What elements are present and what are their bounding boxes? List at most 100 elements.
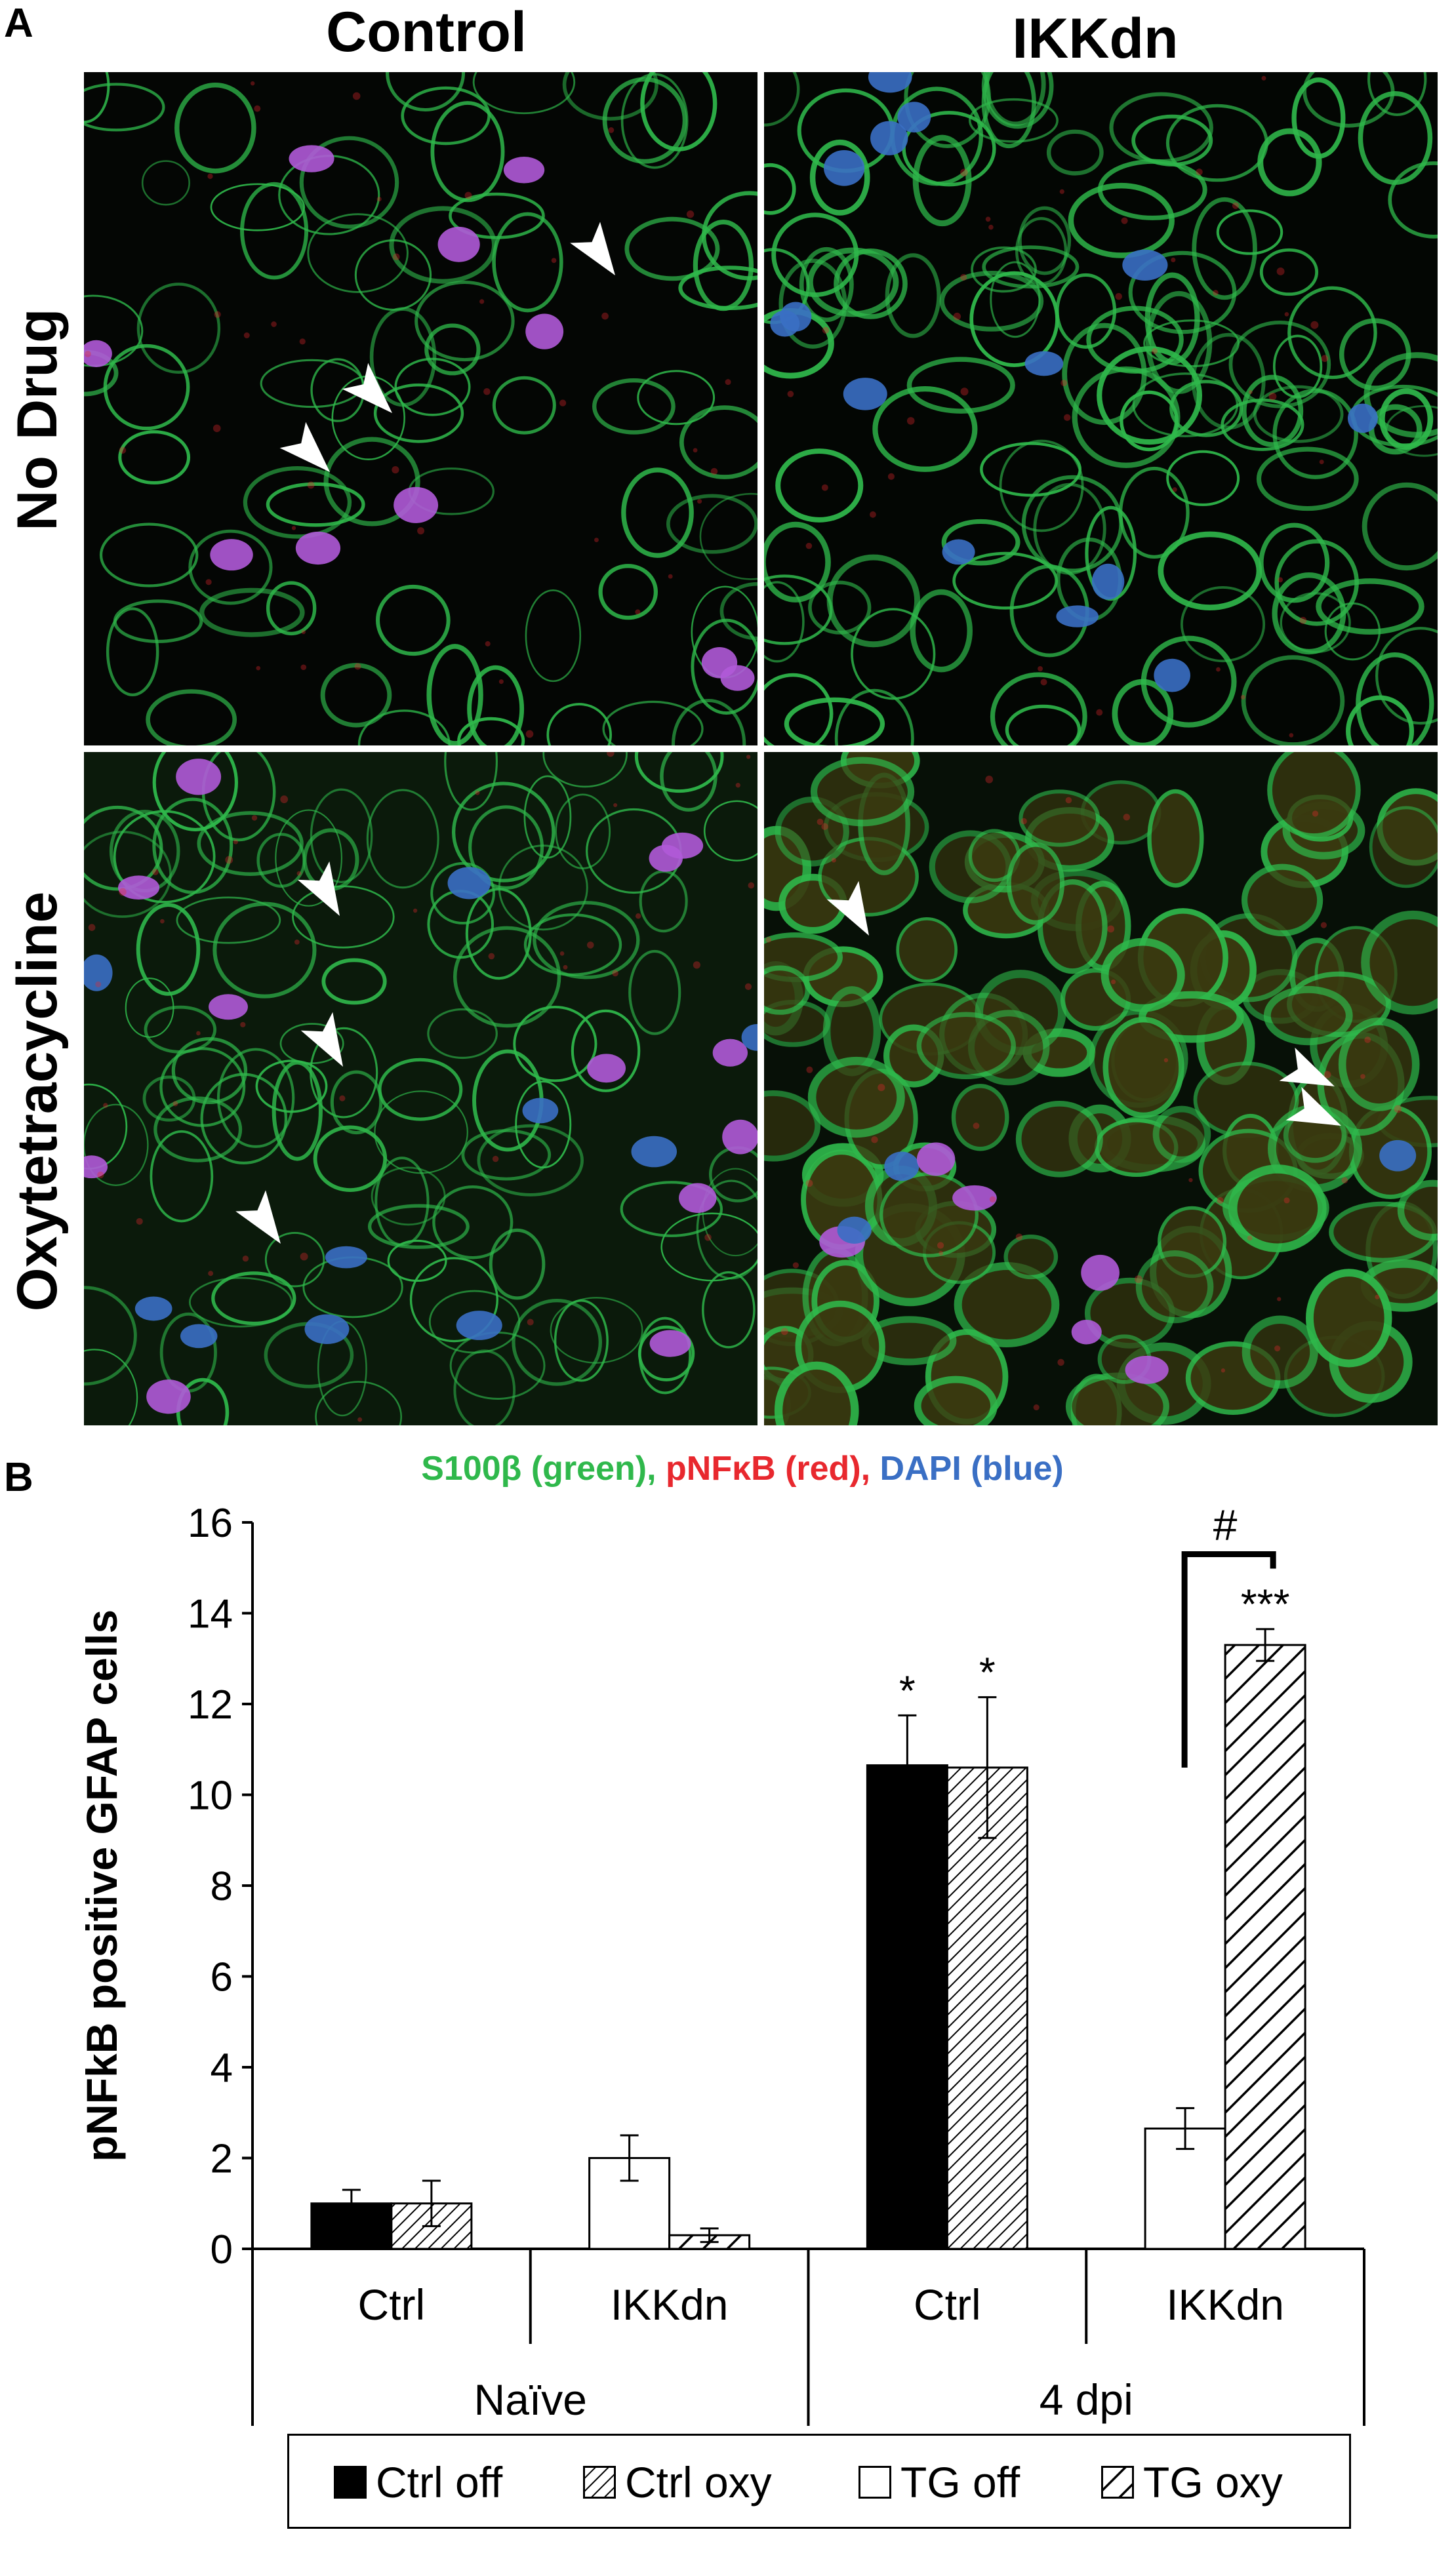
arrowhead-marker [1279,1047,1335,1086]
significance-marker: * [979,1649,996,1696]
nucleus [916,1142,956,1176]
nucleus [870,121,908,155]
tissue-texture [84,72,757,745]
group-label: Naïve [474,2375,587,2424]
nucleus [649,1330,691,1357]
y-axis-label: pNFkB positive GFAP cells [77,1610,126,2162]
legend-label-ctrl-off: Ctrl off [376,2458,503,2507]
legend-label-tg-off: TG off [900,2458,1020,2507]
legend-swatch-ctrl-oxy [583,2466,616,2499]
y-tick-label: 16 [188,1501,233,1546]
micrograph-ikkdn-oxytetracycline [764,752,1438,1425]
nucleus [741,1023,757,1051]
nucleus [1154,658,1190,692]
nucleus [1024,351,1064,376]
nucleus [209,994,248,1020]
arrowhead-marker [297,861,340,916]
nucleus [84,340,112,368]
micrograph-ikkdn-no-drug [764,72,1438,745]
significance-marker: * [899,1667,916,1714]
nucleus [868,72,912,93]
nucleus [1071,1319,1102,1345]
arrowhead-marker [570,222,615,275]
legend-item-ctrl-off: Ctrl off [334,2458,503,2507]
nucleus [1091,563,1125,600]
nucleus [117,875,160,900]
nucleus [1056,605,1099,627]
legend-swatch-ctrl-off [334,2466,367,2499]
nucleus [952,1185,997,1211]
nucleus [631,1136,677,1168]
legend-swatch-tg-off [858,2466,891,2499]
legend-item-tg-oxy: TG oxy [1101,2458,1283,2507]
nucleus [843,378,887,410]
micrograph-control-oxytetracycline [84,752,757,1425]
y-tick-label: 4 [211,2046,233,2091]
arrowhead-marker [342,363,392,413]
nucleus [1379,1139,1417,1172]
legend-label-tg-oxy: TG oxy [1143,2458,1283,2507]
bar [866,1764,948,2250]
column-title-ikkdn: IKKdn [1012,7,1179,70]
row-title-oxytetracycline: Oxytetracycline [6,891,69,1312]
nucleus [884,1151,919,1181]
nucleus [942,539,975,565]
nucleus [1125,1355,1169,1384]
tissue-texture [764,752,1438,1425]
tissue-texture [84,752,757,1425]
micrograph-control-no-drug [84,72,757,745]
y-tick-label: 0 [211,2227,233,2272]
arrowhead-marker [279,422,330,472]
stain-dapi-label: DAPI (blue) [879,1450,1064,1488]
nucleus [289,145,334,172]
nucleus [722,1119,757,1155]
arrowhead-marker [235,1190,281,1244]
tissue-texture [764,72,1438,745]
legend-swatch-tg-oxy [1101,2466,1134,2499]
y-tick-label: 10 [188,1773,233,1819]
arrowhead-marker [300,1012,343,1067]
arrowhead-marker [826,881,869,936]
comparison-bracket [1181,1551,1276,1768]
legend-item-tg-off: TG off [858,2458,1020,2507]
nucleus [295,531,341,565]
comparison-marker: # [1213,1500,1238,1549]
nucleus [712,1039,748,1067]
subgroup-label: Ctrl [914,2280,981,2329]
legend-item-ctrl-oxy: Ctrl oxy [583,2458,772,2507]
nucleus [1122,249,1168,281]
nucleus [1347,403,1378,433]
nucleus [522,1098,559,1124]
bar-chart: pNFkB positive GFAP cells 0 2 4 6 8 10 12 14 16 Na… [77,1500,1365,2426]
nucleus [84,954,113,991]
nucleus [437,226,480,262]
legend-label-ctrl-oxy: Ctrl oxy [625,2458,772,2507]
nucleus [503,157,545,184]
subgroup-label: IKKdn [611,2280,729,2329]
nucleus [176,759,222,795]
bar [946,1766,1028,2250]
stain-pnfkb-label: pNFκB (red), [666,1450,871,1488]
y-tick-label: 2 [211,2137,233,2182]
panel-b-letter: B [4,1455,33,1500]
panel-a-letter: A [4,1,33,46]
arrowhead-marker [1285,1086,1341,1126]
stain-s100b-label: S100β (green), [421,1450,656,1488]
nucleus [824,149,865,186]
subgroup-label: IKKdn [1166,2280,1284,2329]
nucleus [770,310,800,337]
y-tick-label: 12 [188,1682,233,1728]
nucleus [394,486,439,523]
y-tick-label: 8 [211,1864,233,1909]
nucleus [210,539,253,571]
nucleus [837,1216,872,1244]
subgroup-label: Ctrl [358,2280,426,2329]
nucleus [456,1311,502,1340]
y-tick-label: 14 [188,1592,233,1637]
nucleus [134,1296,172,1321]
nucleus [180,1324,218,1349]
nucleus [84,1155,108,1179]
nucleus [679,1183,717,1213]
nucleus [525,313,564,349]
nucleus [720,665,755,691]
